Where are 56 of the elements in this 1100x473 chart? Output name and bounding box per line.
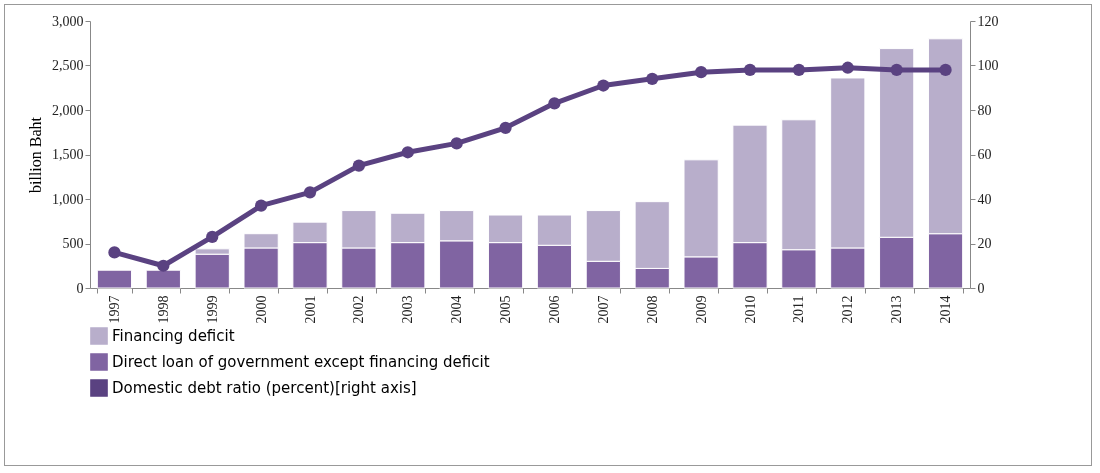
point	[694, 66, 708, 79]
x-tick-label: 2003	[400, 295, 416, 324]
point	[450, 137, 463, 150]
point	[841, 61, 854, 74]
y-tick-label: 3,000	[52, 13, 84, 29]
point	[499, 121, 512, 134]
y-tick-label: 2,500	[52, 58, 84, 73]
x-tick-label: 2006	[546, 295, 562, 324]
point	[890, 63, 903, 77]
y-axis-title: billion Baht	[27, 116, 44, 193]
x-tick-label: 2005	[498, 295, 514, 324]
point	[939, 63, 952, 77]
legend-label: Direct loan of government except financing deficit	[112, 353, 490, 371]
y2-tick-label: 120	[977, 13, 999, 29]
x-tick-label: 2012	[840, 295, 856, 324]
point	[743, 63, 757, 77]
y2-tick-label: 60	[977, 147, 992, 162]
bar	[96, 269, 133, 289]
point	[157, 259, 170, 272]
y2-tick-label: 40	[977, 191, 992, 207]
x-tick-label: 2000	[253, 295, 269, 324]
point	[548, 97, 561, 110]
point	[352, 159, 366, 172]
point	[597, 79, 610, 92]
y-tick-label: 500	[62, 236, 84, 251]
point	[254, 199, 268, 212]
y-tick-label: 1,500	[52, 147, 84, 162]
x-tick-label: 2013	[889, 295, 905, 324]
legend-label: Domestic debt ratio (percent)[right axis]	[112, 379, 417, 397]
y-tick-label: 2,000	[52, 102, 84, 118]
x-tick-label: 2014	[938, 295, 954, 324]
x-tick-label: 2004	[449, 295, 465, 324]
point	[401, 146, 414, 159]
legend-label: Financing deficit	[112, 327, 235, 345]
point	[646, 72, 659, 85]
y2-tick-label: 100	[977, 58, 999, 73]
y2-tick-label: 0	[977, 280, 985, 296]
x-tick-label: 1998	[155, 295, 171, 324]
y-tick-label: 0	[76, 280, 84, 296]
x-tick-label: 2008	[644, 295, 660, 324]
y2-tick-label: 80	[977, 102, 992, 118]
point	[792, 63, 806, 77]
y2-tick-label: 20	[977, 236, 992, 251]
x-tick-label: 2009	[693, 295, 709, 324]
x-tick-label: 1999	[204, 295, 220, 324]
x-tick-label: 2010	[742, 295, 758, 324]
point	[108, 246, 121, 259]
bar	[145, 269, 181, 289]
x-tick-label: 2007	[595, 295, 611, 324]
x-tick-label: 2011	[791, 295, 807, 323]
y-tick-label: 1,000	[52, 191, 84, 207]
x-tick-label: 2001	[302, 295, 318, 324]
point	[303, 186, 317, 199]
x-tick-label: 2002	[351, 295, 367, 324]
point	[206, 230, 219, 243]
x-tick-label: 1997	[106, 295, 122, 324]
